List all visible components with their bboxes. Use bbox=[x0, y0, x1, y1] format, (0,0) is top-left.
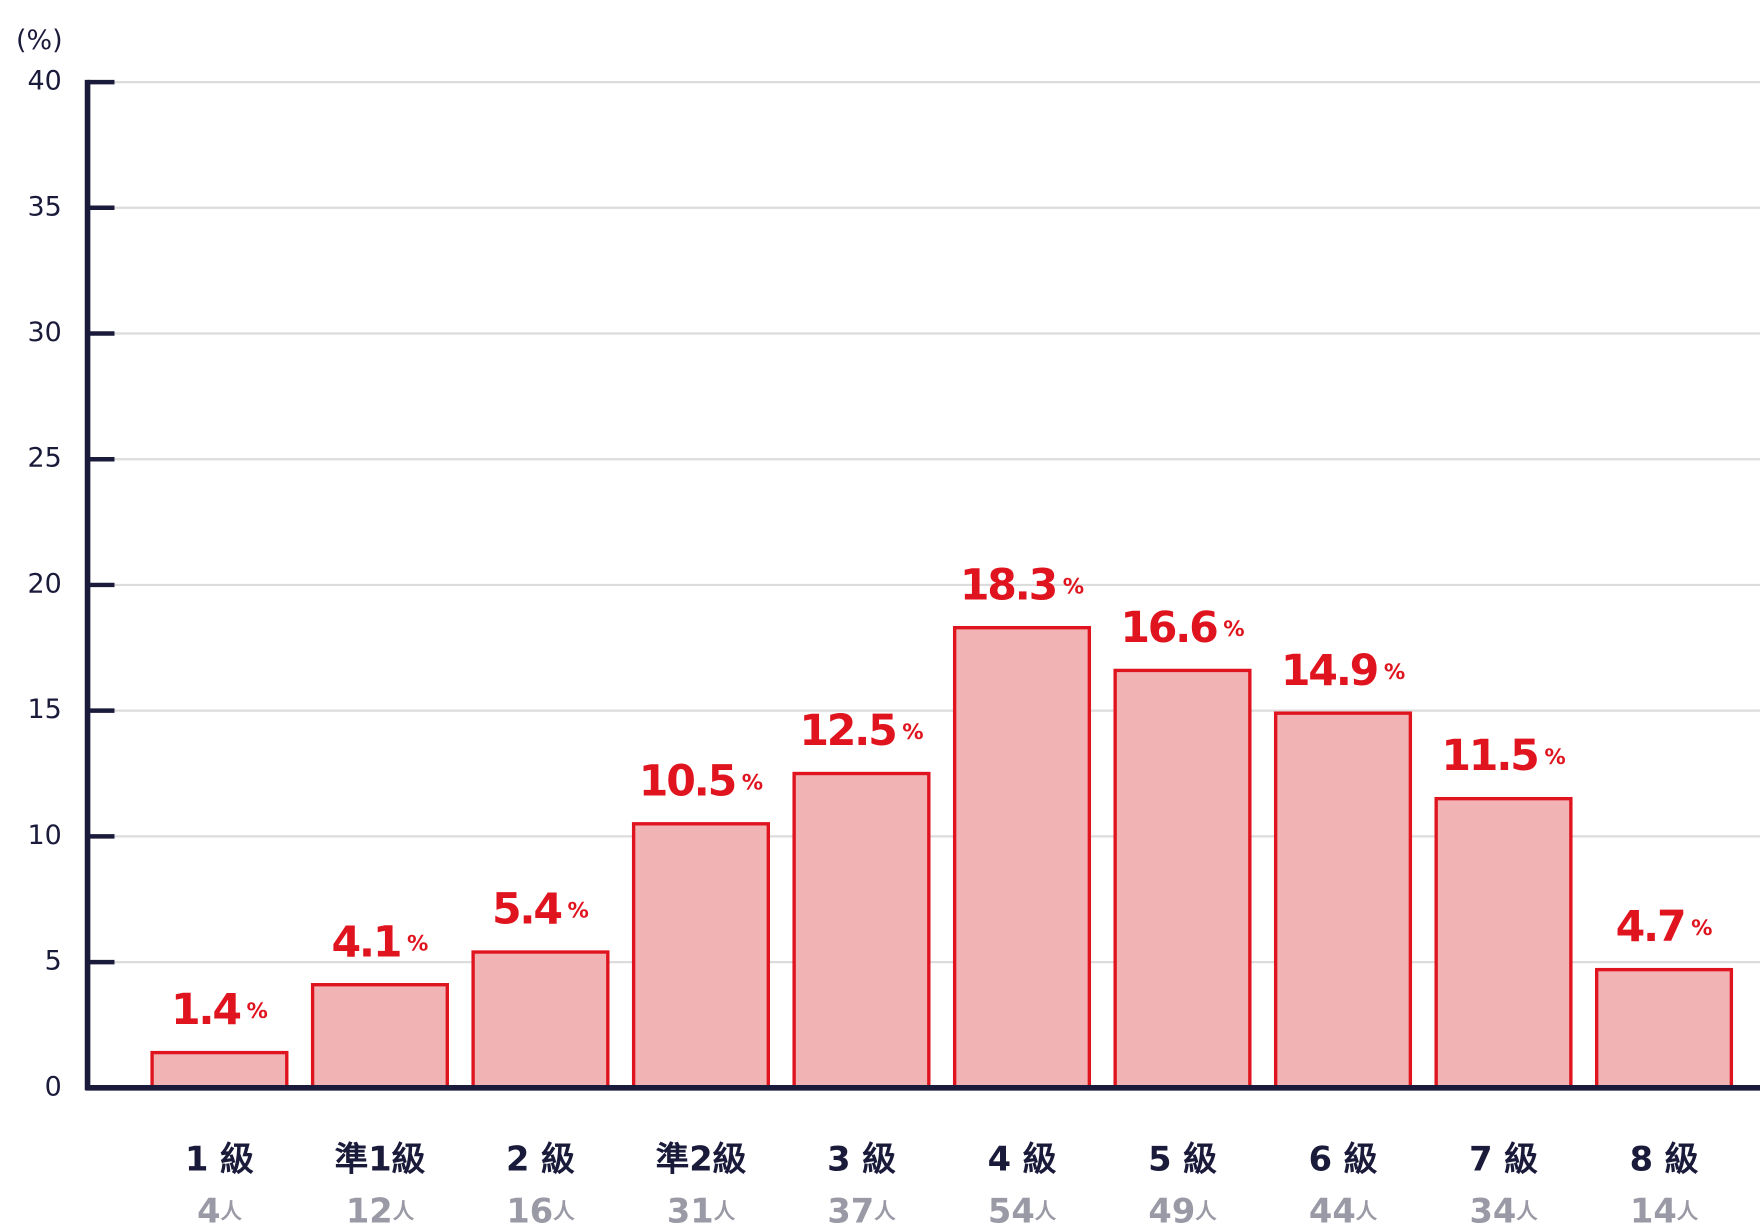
count-label: 54人 bbox=[988, 1191, 1057, 1226]
y-tick-label: 30 bbox=[27, 317, 61, 348]
bar bbox=[471, 950, 610, 1090]
count-unit: 人 bbox=[874, 1199, 896, 1224]
count-unit: 人 bbox=[1356, 1199, 1378, 1224]
data-label-value: 4.7 bbox=[1616, 902, 1685, 952]
data-label-unit: % bbox=[568, 899, 589, 924]
y-tick-label: 10 bbox=[27, 820, 61, 851]
x-tick-label: 準1級 bbox=[335, 1139, 426, 1178]
count-value: 12 bbox=[346, 1191, 393, 1226]
x-tick-label: 6 級 bbox=[1309, 1139, 1378, 1178]
bar bbox=[631, 822, 770, 1090]
x-tick-label: 4 級 bbox=[988, 1139, 1057, 1178]
y-tick-label: 15 bbox=[27, 694, 61, 725]
x-tick-label: 7 級 bbox=[1469, 1139, 1538, 1178]
count-unit: 人 bbox=[1035, 1199, 1057, 1224]
count-unit: 人 bbox=[1677, 1199, 1699, 1224]
x-tick-label: 3 級 bbox=[827, 1139, 896, 1178]
count-value: 4 bbox=[197, 1191, 220, 1226]
data-label: 14.9% bbox=[1281, 645, 1405, 695]
count-label: 34人 bbox=[1469, 1191, 1538, 1226]
data-label-unit: % bbox=[1384, 660, 1405, 685]
count-value: 34 bbox=[1469, 1191, 1516, 1226]
y-tick-label: 25 bbox=[27, 443, 61, 474]
count-value: 14 bbox=[1630, 1191, 1677, 1226]
count-value: 31 bbox=[667, 1191, 714, 1226]
y-tick-label: 0 bbox=[45, 1071, 62, 1102]
data-label: 16.6% bbox=[1120, 603, 1244, 653]
count-unit: 人 bbox=[393, 1199, 415, 1224]
bar bbox=[1595, 967, 1734, 1090]
count-value: 44 bbox=[1309, 1191, 1356, 1226]
count-value: 49 bbox=[1148, 1191, 1195, 1226]
data-label-value: 1.4 bbox=[171, 985, 240, 1035]
data-label-unit: % bbox=[742, 770, 763, 795]
count-label: 4人 bbox=[197, 1191, 242, 1226]
data-label: 18.3% bbox=[960, 560, 1084, 610]
y-tick-label: 40 bbox=[27, 66, 61, 97]
data-label-value: 10.5 bbox=[639, 756, 735, 806]
x-tick-label: 1 級 bbox=[185, 1139, 254, 1178]
count-unit: 人 bbox=[1195, 1199, 1217, 1224]
count-label: 49人 bbox=[1148, 1191, 1217, 1226]
x-tick-label: 8 級 bbox=[1630, 1139, 1699, 1178]
data-label-unit: % bbox=[1691, 916, 1712, 941]
bar bbox=[1434, 796, 1573, 1090]
y-tick-label: 5 bbox=[45, 946, 62, 977]
data-label-unit: % bbox=[407, 931, 428, 956]
count-value: 54 bbox=[988, 1191, 1035, 1226]
data-label-unit: % bbox=[247, 999, 268, 1024]
count-value: 16 bbox=[506, 1191, 553, 1226]
count-unit: 人 bbox=[714, 1199, 736, 1224]
count-value: 37 bbox=[827, 1191, 874, 1226]
count-label: 44人 bbox=[1309, 1191, 1378, 1226]
data-label: 12.5% bbox=[799, 706, 923, 756]
data-label-unit: % bbox=[1544, 745, 1565, 770]
bar bbox=[792, 771, 931, 1090]
data-label: 11.5% bbox=[1441, 731, 1565, 781]
data-label: 4.7% bbox=[1616, 902, 1713, 952]
count-unit: 人 bbox=[220, 1199, 242, 1224]
data-label-value: 14.9 bbox=[1281, 645, 1377, 695]
data-label: 10.5% bbox=[639, 756, 763, 806]
data-label-value: 5.4 bbox=[492, 884, 561, 934]
data-label: 4.1% bbox=[331, 917, 428, 967]
count-label: 16人 bbox=[506, 1191, 575, 1226]
x-tick-label: 2 級 bbox=[506, 1139, 575, 1178]
x-tick-label: 準2級 bbox=[656, 1139, 747, 1178]
data-label-value: 12.5 bbox=[799, 706, 895, 756]
bar bbox=[1273, 711, 1413, 1090]
data-label-value: 11.5 bbox=[1441, 731, 1537, 781]
data-label-value: 18.3 bbox=[960, 560, 1056, 610]
data-label-unit: % bbox=[902, 720, 923, 745]
data-label: 5.4% bbox=[492, 884, 589, 934]
data-label-unit: % bbox=[1223, 617, 1244, 642]
bar bbox=[952, 625, 1092, 1090]
bar bbox=[1113, 668, 1252, 1090]
count-unit: 人 bbox=[553, 1199, 575, 1224]
count-label: 12人 bbox=[346, 1191, 415, 1226]
data-label-unit: % bbox=[1063, 574, 1084, 599]
data-label-value: 16.6 bbox=[1120, 603, 1217, 653]
x-tick-label: 5 級 bbox=[1148, 1139, 1217, 1178]
bar bbox=[150, 1050, 289, 1090]
data-label-value: 4.1 bbox=[331, 917, 400, 967]
count-label: 37人 bbox=[827, 1191, 896, 1226]
count-label: 14人 bbox=[1630, 1191, 1699, 1226]
y-axis-label: (%) bbox=[16, 25, 63, 56]
bar bbox=[310, 983, 449, 1090]
y-tick-label: 35 bbox=[27, 191, 61, 222]
data-label: 1.4% bbox=[171, 985, 268, 1035]
count-unit: 人 bbox=[1516, 1199, 1538, 1224]
y-tick-label: 20 bbox=[27, 568, 61, 599]
count-label: 31人 bbox=[667, 1191, 736, 1226]
